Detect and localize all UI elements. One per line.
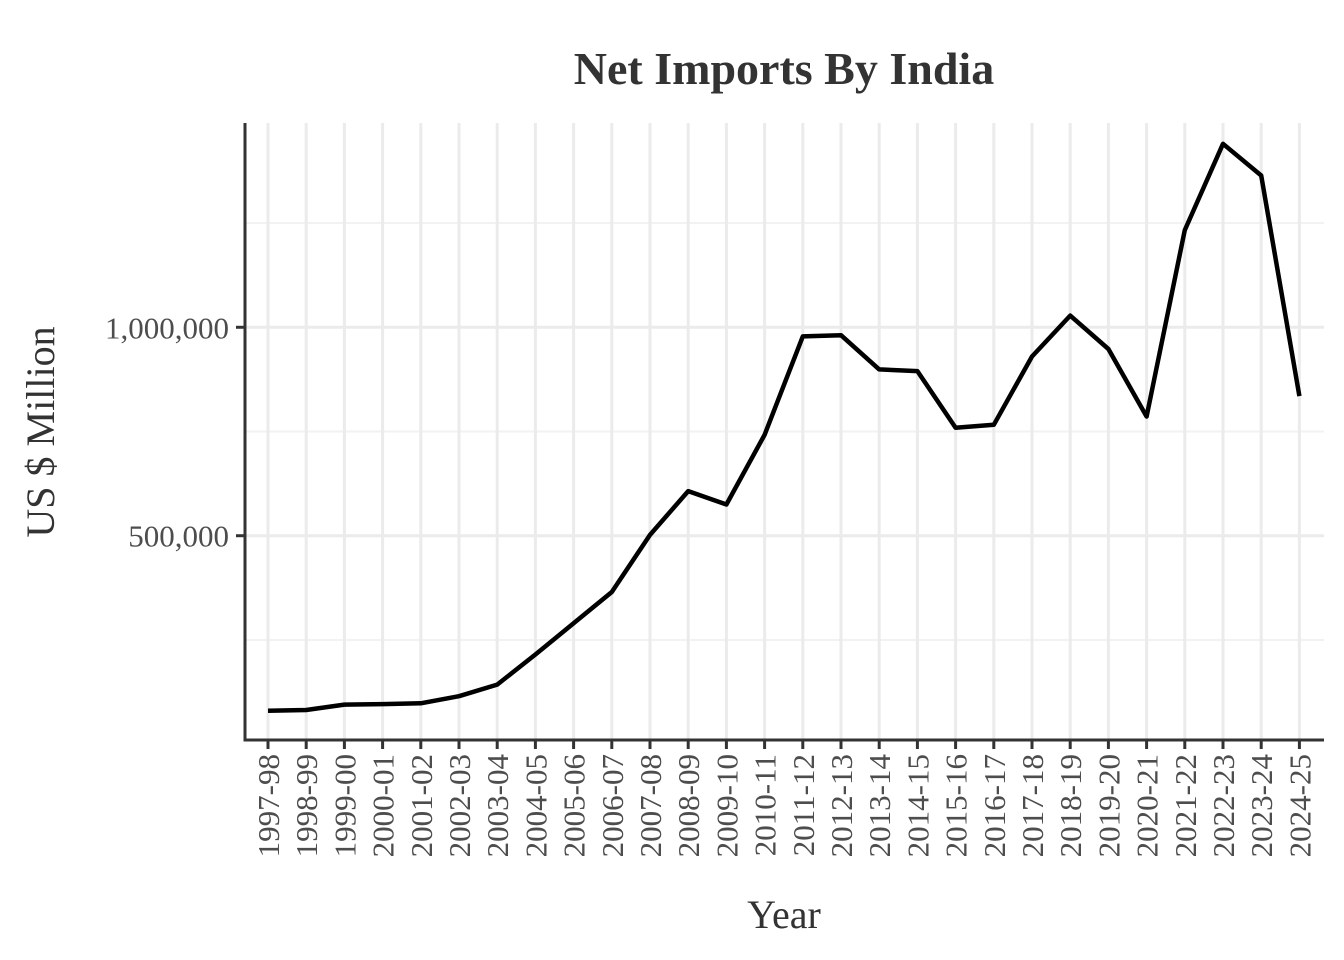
x-tick-label: 1997-98: [251, 754, 286, 857]
x-tick-label: 2000-01: [366, 754, 401, 857]
grid: [245, 123, 1324, 740]
y-axis-title: US $ Million: [18, 326, 63, 537]
x-tick-label: 2004-05: [518, 754, 553, 857]
x-tick-label: 2012-13: [824, 754, 859, 857]
x-tick-label: 2003-04: [480, 754, 515, 858]
y-tick-label: 500,000: [128, 519, 229, 554]
x-tick-label: 2017-18: [1015, 754, 1050, 857]
x-tick-label: 2023-24: [1244, 754, 1279, 858]
x-axis-ticks: 1997-98 1998-99 1999-00 2000-01 2001-02 2002-…: [251, 740, 1317, 857]
x-tick-label: 2020-21: [1130, 754, 1165, 857]
series: [267, 141, 1302, 714]
x-tick-label: 2010-11: [748, 754, 783, 856]
y-tick-label: 1,000,000: [105, 310, 229, 345]
x-tick-label: 2016-17: [977, 754, 1012, 857]
x-tick-label: 2015-16: [939, 754, 974, 857]
y-axis-ticks: 500,000 1,000,000: [105, 310, 245, 554]
x-tick-label: 2022-23: [1206, 754, 1241, 857]
x-tick-label: 2002-03: [442, 754, 477, 857]
x-tick-label: 2007-08: [633, 754, 668, 857]
x-tick-label: 2021-22: [1168, 754, 1203, 857]
x-tick-label: 2009-10: [709, 754, 744, 857]
series-line: [267, 141, 1302, 714]
x-tick-label: 2008-09: [671, 754, 706, 857]
x-tick-label: 2014-15: [900, 754, 935, 857]
x-tick-label: 2006-07: [595, 754, 630, 857]
x-tick-label: 2001-02: [404, 754, 439, 857]
x-tick-label: 1998-99: [289, 754, 324, 857]
x-tick-label: 2019-20: [1091, 754, 1126, 857]
chart-title: Net Imports By India: [574, 43, 994, 94]
x-tick-label: 2013-14: [862, 754, 897, 858]
x-tick-label: 2018-19: [1053, 754, 1088, 857]
x-tick-label: 2011-12: [786, 754, 821, 856]
x-tick-label: 1999-00: [327, 754, 362, 857]
x-tick-label: 2005-06: [557, 754, 592, 857]
x-axis-title: Year: [747, 892, 821, 937]
x-tick-label: 2024-25: [1282, 754, 1317, 857]
